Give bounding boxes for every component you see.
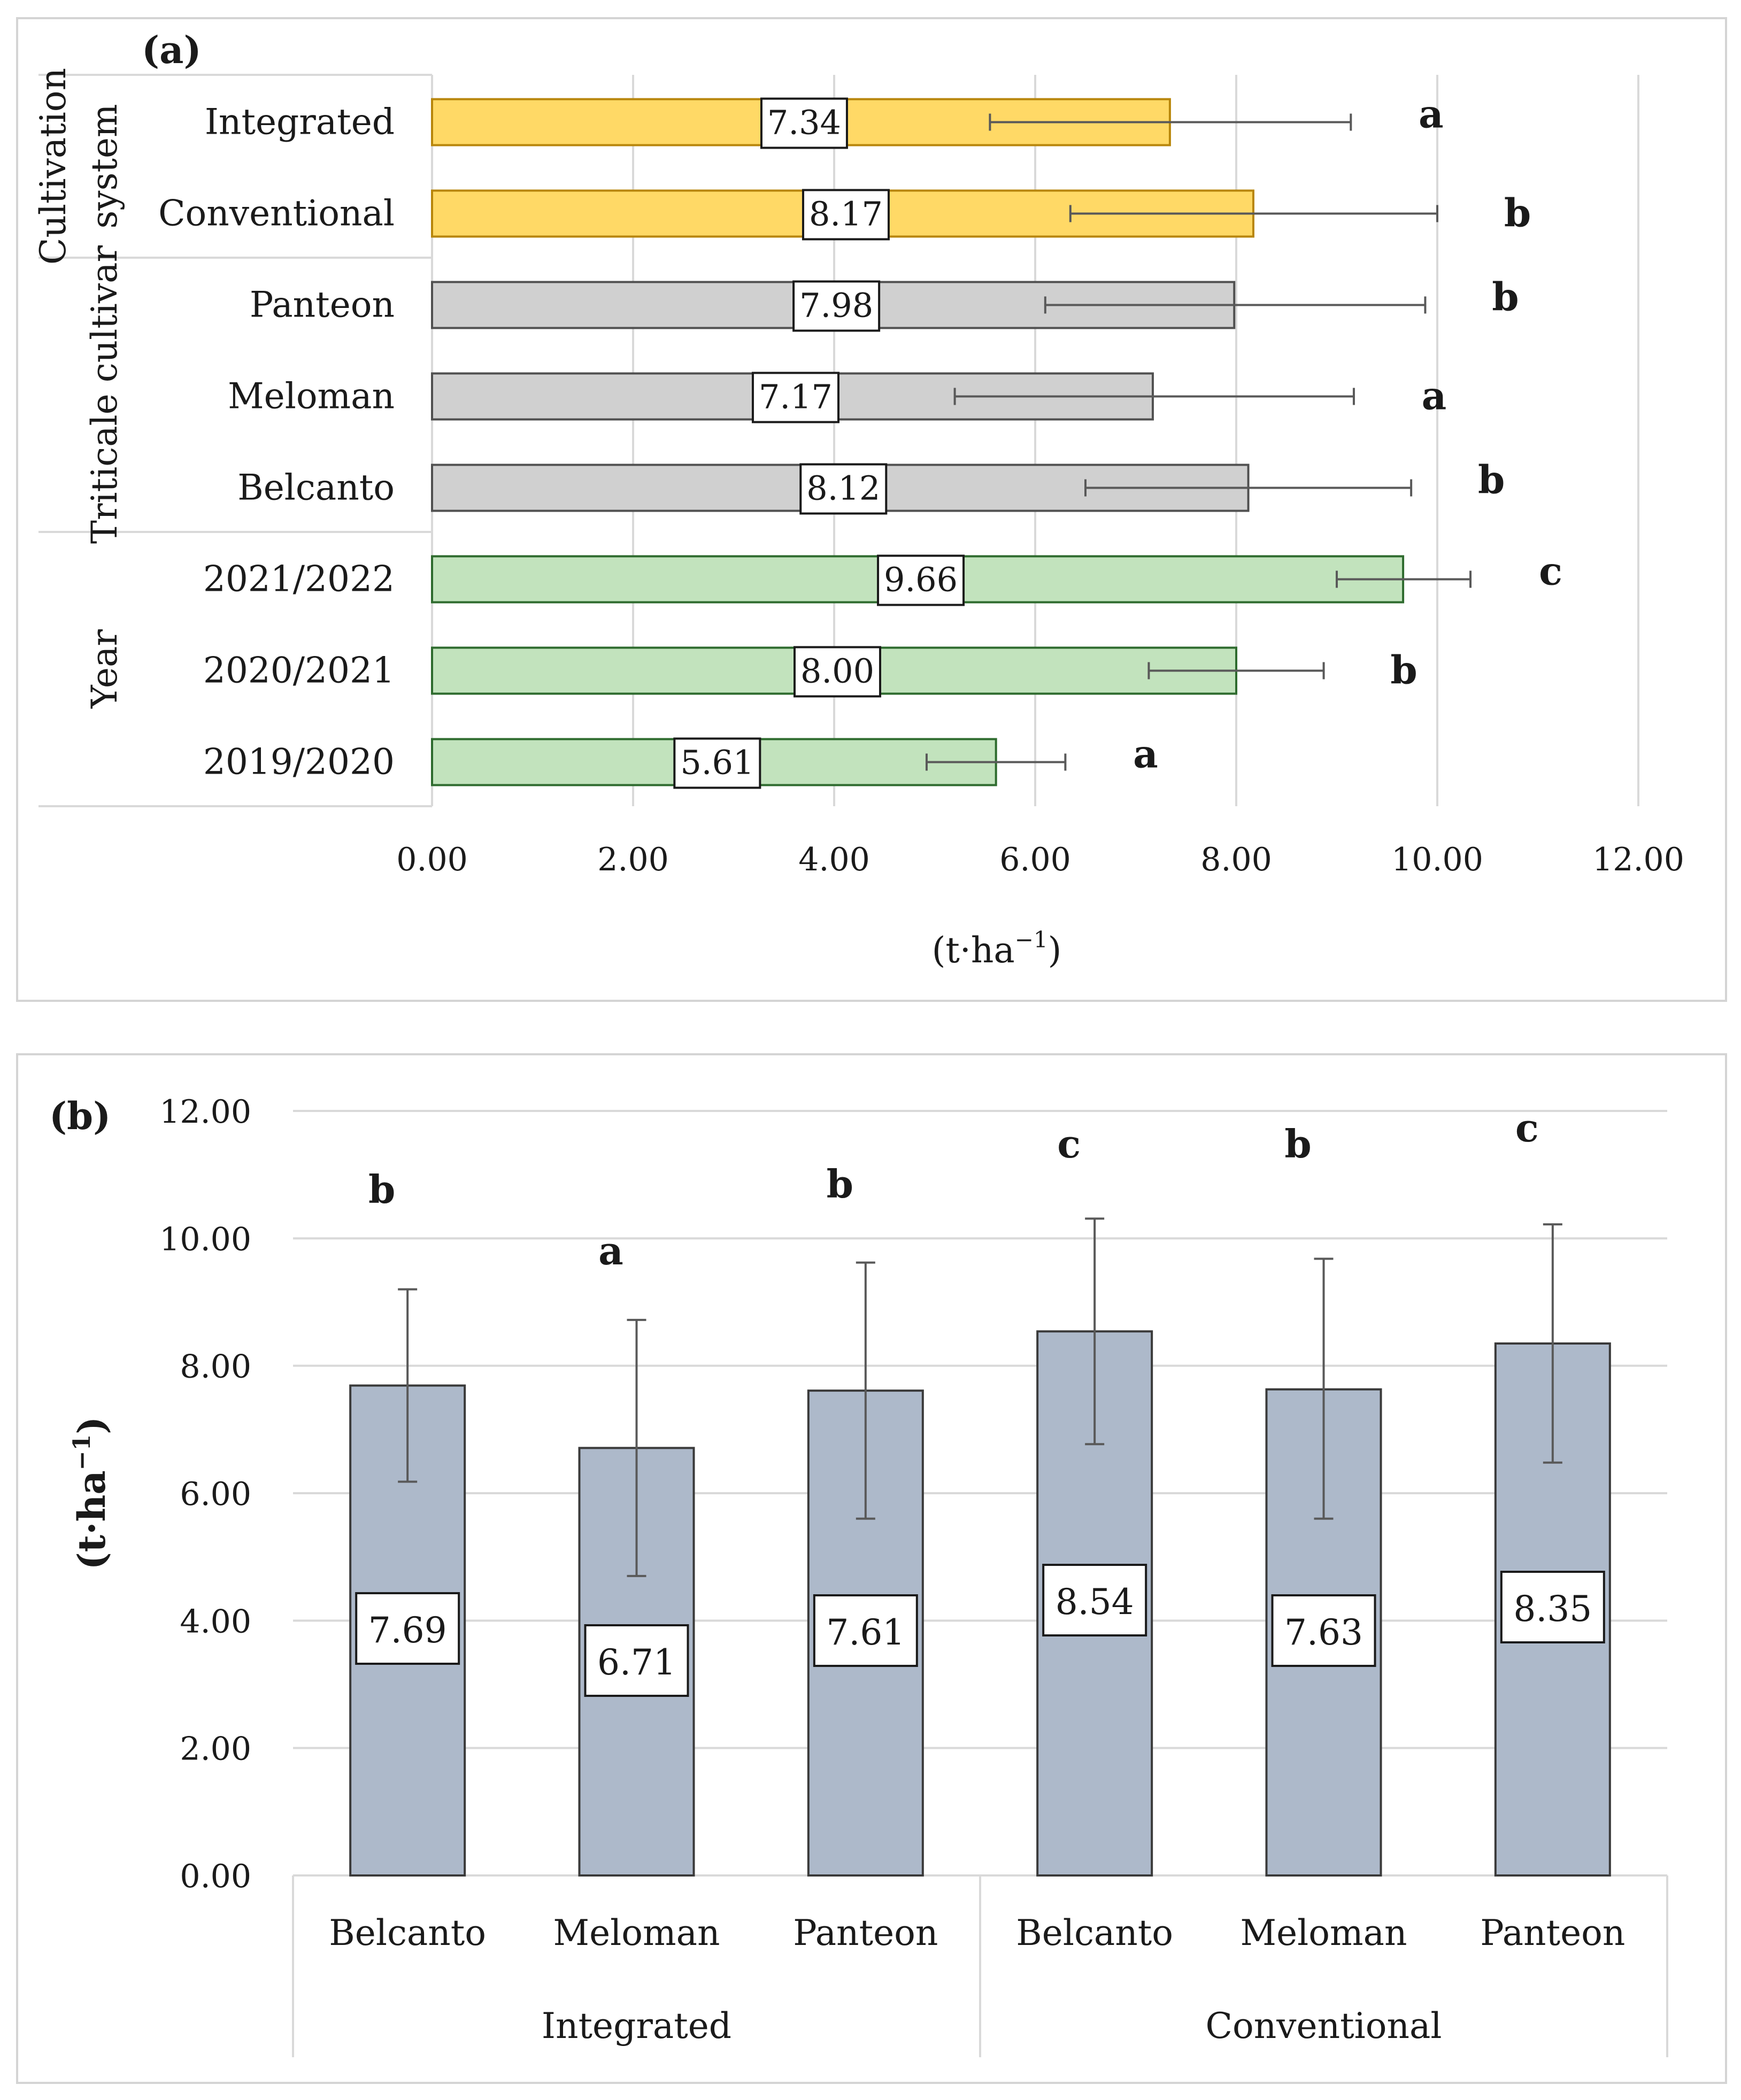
panel-a-x-tick-label: 6.00 — [999, 841, 1071, 878]
panel-a-data-label: 5.61 — [680, 743, 754, 782]
panel-a-data-label-box — [751, 372, 839, 423]
panel-a-data-label: 7.17 — [759, 377, 833, 416]
panel-b-category-label: Belcanto — [329, 1912, 486, 1954]
panel-a-data-label-box — [799, 463, 888, 515]
panel-b-data-label-box — [355, 1592, 460, 1665]
panel-b-y-tick-label: 6.00 — [180, 1476, 251, 1513]
panel-b-data-label: 7.63 — [1284, 1612, 1363, 1653]
panel-b-y-tick-label: 2.00 — [180, 1731, 251, 1768]
panel-b-significance-letter: b — [1284, 1121, 1311, 1167]
panel-b-data-label: 8.54 — [1056, 1581, 1134, 1623]
panel-a-data-label: 8.00 — [800, 652, 874, 691]
panel-a-data-label-box — [760, 97, 848, 149]
panel-b-data-label: 7.69 — [368, 1610, 447, 1651]
panel-a-category-label: Belcanto — [237, 467, 395, 508]
panel-a-significance-letter: b — [1492, 274, 1519, 320]
panel-a-category-label: Meloman — [228, 376, 395, 417]
panel-b-category-label: Panteon — [1480, 1912, 1625, 1954]
panel-b-y-tick-label: 10.00 — [159, 1221, 251, 1258]
panel-a-significance-letter: a — [1422, 373, 1447, 419]
panel-a-group-label: Year — [84, 629, 125, 709]
panel-a-x-tick-label: 10.00 — [1391, 841, 1483, 878]
panel-b-data-label-box — [1500, 1571, 1605, 1643]
panel-a-significance-letter: a — [1419, 91, 1444, 137]
panel-a-category-label: 2021/2022 — [203, 559, 395, 600]
panel-b-category-label: Meloman — [1241, 1912, 1407, 1954]
panel-a-significance-letter: b — [1478, 457, 1505, 503]
panel-b-y-tick-label: 4.00 — [180, 1603, 251, 1640]
panel-b-significance-letter: a — [598, 1228, 623, 1273]
panel-b-group-label: Integrated — [542, 2005, 731, 2047]
panel-a-category-label: Conventional — [158, 193, 395, 234]
panel-a-x-tick-label: 0.00 — [396, 841, 468, 878]
panel-a-category-label: Panteon — [250, 284, 395, 326]
panel-b-data-label: 7.61 — [826, 1612, 905, 1653]
panel-a-label: (a) — [142, 28, 202, 72]
panel-a-data-label-box — [673, 737, 761, 789]
panel-b-y-axis-title-base: (t·ha — [70, 1470, 114, 1570]
panel-a-data-label: 7.34 — [767, 103, 841, 142]
panel-a-data-label-box — [792, 280, 881, 332]
panel-b-data-label-box — [813, 1594, 918, 1667]
panel-b-significance-letter: b — [827, 1161, 853, 1207]
panel-a-x-tick-label: 12.00 — [1592, 841, 1684, 878]
panel-b-significance-letter: b — [368, 1167, 395, 1212]
panel-a-group-label: system — [84, 104, 125, 228]
panel-b-data-label: 6.71 — [597, 1642, 676, 1683]
panel-b-y-axis-title-sup: −1 — [68, 1434, 96, 1470]
panel-a-data-label: 9.66 — [884, 560, 958, 599]
panel-a-x-axis-title-sup: −1 — [1015, 927, 1048, 953]
panel-a-data-label: 8.17 — [809, 195, 883, 234]
panel-b-category-label: Meloman — [553, 1912, 720, 1954]
panel-a-x-tick-label: 2.00 — [597, 841, 669, 878]
panel-a-x-tick-label: 4.00 — [798, 841, 870, 878]
panel-b-category-label: Panteon — [793, 1912, 938, 1954]
panel-b-data-label-box — [1271, 1594, 1376, 1667]
panel-b-group-label: Conventional — [1206, 2005, 1442, 2047]
panel-a-group-label: Cultivation — [33, 68, 74, 265]
panel-a-significance-letter: b — [1504, 190, 1531, 236]
panel-b-y-tick-label: 0.00 — [180, 1858, 251, 1895]
panel-b-significance-letter: c — [1057, 1121, 1081, 1167]
panel-a-data-label: 7.98 — [799, 286, 873, 325]
panel-b-y-tick-label: 12.00 — [159, 1093, 251, 1131]
panel-a-group-label: Triticale cultivar — [84, 245, 125, 544]
panel-a-significance-letter: c — [1539, 549, 1562, 594]
panel-b-data-label: 8.35 — [1513, 1588, 1592, 1630]
panel-a-significance-letter: b — [1390, 647, 1417, 693]
panel-a-category-label: Integrated — [205, 102, 395, 143]
panel-a-x-tick-label: 8.00 — [1200, 841, 1272, 878]
panel-a-x-axis-title-close: ) — [1048, 930, 1062, 971]
panel-a-x-axis-title: (t·ha−1) — [932, 927, 1062, 971]
panel-b-data-label-box — [584, 1624, 689, 1697]
panel-b-label: (b) — [49, 1094, 111, 1138]
panel-a-x-axis-title-base: (t·ha — [932, 930, 1015, 971]
panel-b-y-tick-label: 8.00 — [180, 1348, 251, 1386]
panel-b-significance-letter: c — [1515, 1105, 1539, 1151]
panel-a-data-label-box — [877, 554, 965, 606]
panel-a-data-label-box — [802, 189, 890, 241]
panel-b-category-label: Belcanto — [1016, 1912, 1173, 1954]
panel-a-data-label: 8.12 — [806, 469, 880, 508]
panel-a-significance-letter: a — [1133, 731, 1158, 777]
panel-a-data-label-box — [794, 646, 881, 698]
panel-b-y-axis-title-close: ) — [70, 1417, 114, 1434]
panel-a-category-label: 2020/2021 — [203, 650, 395, 691]
panel-b-data-label-box — [1042, 1564, 1147, 1636]
panel-b-y-axis-title: (t·ha−1) — [68, 1417, 114, 1570]
panel-a-category-label: 2019/2020 — [203, 742, 395, 783]
